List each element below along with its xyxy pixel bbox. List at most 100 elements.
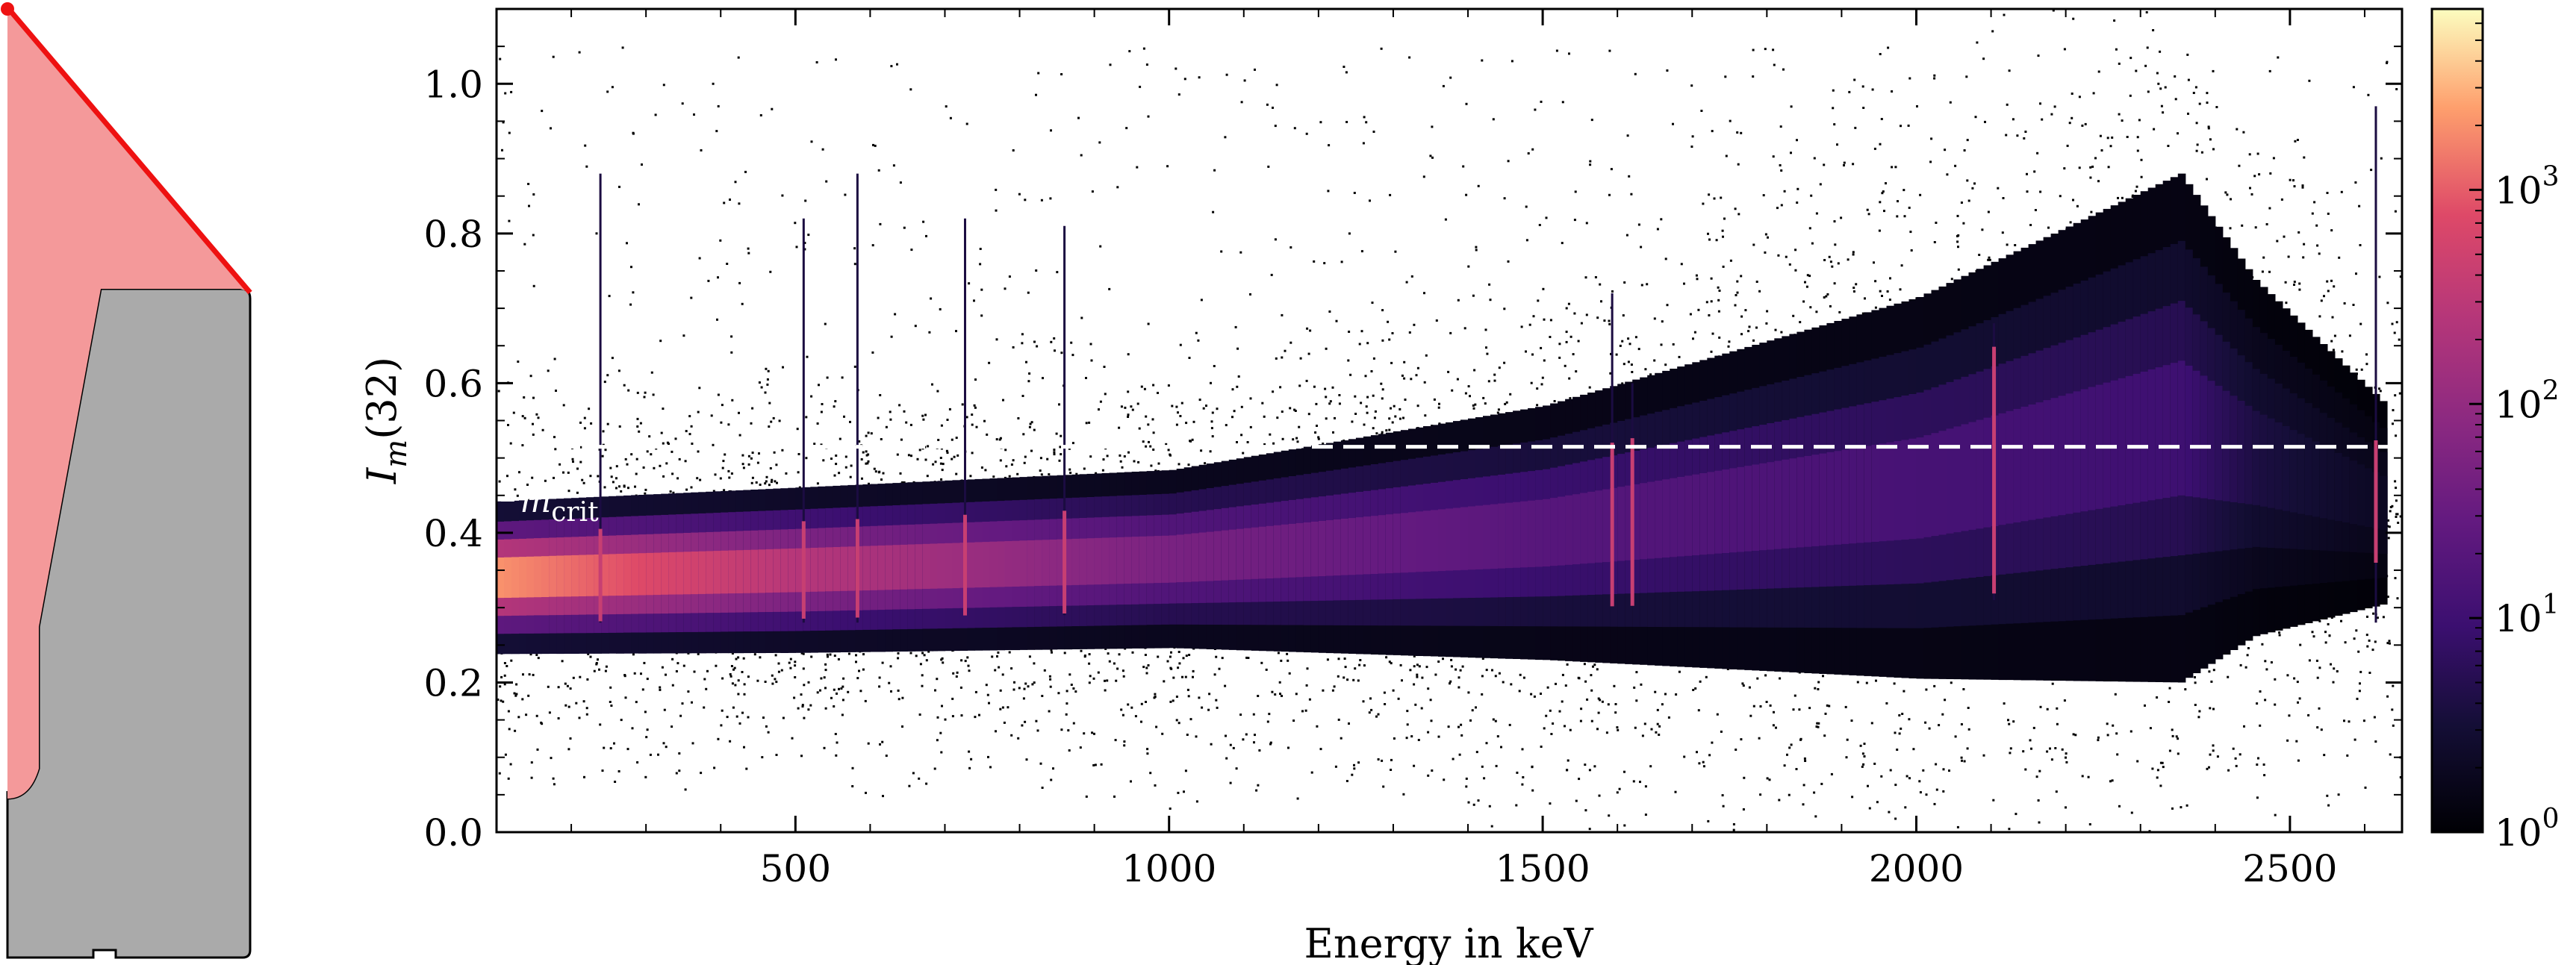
event-point [1939, 359, 1942, 362]
event-point [1050, 582, 1053, 585]
event-point [1687, 560, 1690, 563]
event-point [544, 533, 547, 535]
event-point [1915, 377, 1918, 380]
event-point [1505, 534, 1508, 537]
event-point [1912, 631, 1915, 634]
event-point [2292, 179, 2295, 182]
event-point [968, 669, 971, 672]
event-point [904, 641, 907, 643]
event-point [1812, 629, 1815, 632]
event-point [1275, 551, 1278, 554]
event-point [1640, 534, 1643, 537]
event-point [1919, 193, 1922, 196]
event-point [1982, 57, 1985, 60]
event-point [1743, 355, 1746, 358]
event-point [1888, 299, 1891, 302]
event-point [842, 646, 845, 649]
event-point [662, 637, 664, 640]
event-point [1451, 643, 1454, 645]
event-point [1461, 665, 1464, 668]
event-point [950, 556, 953, 559]
event-point [844, 575, 847, 578]
event-point [933, 648, 936, 651]
event-point [2250, 313, 2253, 316]
event-point [1212, 602, 1215, 605]
event-point [560, 611, 563, 614]
event-point [547, 685, 550, 688]
event-point [2070, 409, 2073, 412]
event-point [644, 711, 647, 713]
event-point [780, 513, 783, 515]
event-point [2159, 472, 2162, 475]
event-point [1666, 523, 1669, 526]
event-point [1126, 606, 1129, 609]
event-point [937, 492, 940, 495]
event-point [2065, 806, 2067, 809]
event-point [2165, 435, 2168, 438]
event-point [725, 554, 728, 557]
event-point [1930, 137, 1933, 140]
event-point [871, 490, 874, 493]
event-point [1803, 525, 1806, 528]
event-point [910, 619, 912, 622]
event-point [951, 457, 953, 460]
event-point [1826, 401, 1829, 404]
event-point [1613, 593, 1616, 596]
event-point [1447, 725, 1450, 728]
event-point [1779, 660, 1782, 663]
event-point [742, 466, 745, 469]
event-point [1091, 537, 1094, 540]
event-point [1378, 549, 1381, 552]
event-point [897, 657, 900, 660]
event-point [940, 578, 943, 581]
event-point [1773, 446, 1776, 449]
event-point [1637, 637, 1640, 640]
event-point [771, 478, 774, 481]
event-point [801, 704, 804, 707]
event-point [2159, 283, 2162, 286]
event-point [844, 542, 847, 545]
event-point [1876, 459, 1879, 462]
event-point [2256, 384, 2259, 387]
event-point [1231, 569, 1234, 572]
event-point [1077, 477, 1080, 480]
event-point [2285, 302, 2288, 305]
event-point [1543, 727, 1546, 730]
event-point [1962, 502, 1965, 505]
event-point [1938, 620, 1941, 623]
event-point [1446, 496, 1449, 498]
event-point [1442, 658, 1444, 660]
event-point [2320, 522, 2323, 525]
event-point [1656, 455, 1659, 457]
event-point [1753, 582, 1756, 585]
event-point [915, 655, 918, 658]
event-point [2100, 149, 2103, 152]
event-point [1621, 518, 1624, 520]
event-point [1652, 469, 1655, 472]
event-point [1334, 500, 1337, 503]
event-point [1125, 546, 1128, 548]
event-point [1317, 558, 1320, 560]
event-point [1149, 445, 1152, 448]
event-point [1498, 438, 1501, 441]
event-point [2078, 96, 2081, 99]
event-point [1498, 366, 1501, 369]
event-point [2290, 612, 2293, 615]
event-point [2106, 137, 2109, 140]
event-point [803, 242, 806, 244]
event-point [1598, 601, 1601, 604]
event-point [998, 666, 1001, 669]
event-point [1780, 331, 1783, 334]
event-point [1900, 584, 1903, 587]
event-point [2118, 62, 2121, 65]
event-point [1060, 73, 1063, 75]
event-point [1068, 590, 1071, 593]
event-point [603, 622, 606, 625]
event-point [1570, 511, 1573, 513]
event-point [1510, 683, 1513, 686]
event-point [2297, 231, 2300, 234]
event-point [2255, 505, 2258, 508]
event-point [603, 499, 606, 501]
event-point [1681, 455, 1684, 457]
event-point [858, 440, 861, 443]
